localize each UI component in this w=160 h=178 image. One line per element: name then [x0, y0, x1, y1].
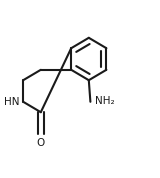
Text: NH₂: NH₂	[95, 96, 115, 106]
Text: HN: HN	[4, 97, 20, 107]
Text: O: O	[37, 138, 45, 148]
